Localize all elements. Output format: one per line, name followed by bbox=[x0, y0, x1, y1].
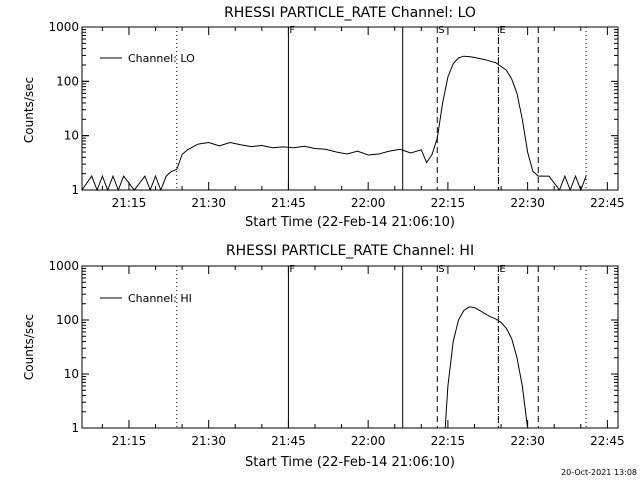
y-tick-label: 100 bbox=[56, 313, 79, 327]
x-axis-label: Start Time (22-Feb-14 21:06:10) bbox=[245, 215, 455, 230]
x-tick-label: 21:45 bbox=[271, 434, 306, 448]
footer-timestamp: 20-Oct-2021 13:08 bbox=[561, 468, 637, 477]
chart-panel-hi: RHESSI PARTICLE_RATE Channel: HI Counts/… bbox=[22, 243, 625, 470]
marker-label: S bbox=[438, 264, 444, 275]
plot-frame bbox=[81, 26, 619, 191]
plot-frame bbox=[81, 265, 619, 429]
y-tick-label: 10 bbox=[64, 367, 79, 381]
x-axis-label: Start Time (22-Feb-14 21:06:10) bbox=[245, 455, 455, 470]
marker-label: E bbox=[499, 25, 505, 36]
x-tick-label: 22:15 bbox=[431, 434, 466, 448]
chart-panel-lo: RHESSI PARTICLE_RATE Channel: LO Counts/… bbox=[22, 5, 625, 230]
x-tick-label: 21:45 bbox=[271, 196, 306, 210]
chart-title: RHESSI PARTICLE_RATE Channel: LO bbox=[224, 5, 476, 21]
marker-label: S bbox=[438, 25, 444, 36]
y-tick-label: 1000 bbox=[48, 20, 79, 34]
legend-label: Channel: LO bbox=[128, 52, 195, 65]
x-tick-label: 22:15 bbox=[431, 196, 466, 210]
y-tick-label: 100 bbox=[56, 74, 79, 88]
x-tick-label: 21:30 bbox=[191, 196, 226, 210]
marker-label: F bbox=[289, 25, 295, 36]
y-tick-label: 10 bbox=[64, 129, 79, 143]
chart-title: RHESSI PARTICLE_RATE Channel: HI bbox=[226, 243, 474, 259]
x-tick-label: 21:30 bbox=[191, 434, 226, 448]
x-tick-label: 22:30 bbox=[510, 434, 545, 448]
x-tick-label: 22:00 bbox=[351, 434, 386, 448]
y-tick-label: 1000 bbox=[48, 259, 79, 273]
legend-label: Channel: HI bbox=[128, 292, 192, 305]
marker-label: E bbox=[499, 264, 505, 275]
x-tick-label: 21:15 bbox=[112, 196, 147, 210]
series-line bbox=[81, 55, 587, 192]
x-tick-label: 21:15 bbox=[112, 434, 147, 448]
y-axis-label: Counts/sec bbox=[22, 314, 36, 380]
y-tick-label: 1 bbox=[71, 183, 79, 197]
y-tick-label: 1 bbox=[71, 421, 79, 435]
y-axis-label: Counts/sec bbox=[22, 77, 36, 143]
x-tick-label: 22:30 bbox=[510, 196, 545, 210]
x-tick-label: 22:45 bbox=[590, 196, 625, 210]
x-tick-label: 22:45 bbox=[590, 434, 625, 448]
x-tick-label: 22:00 bbox=[351, 196, 386, 210]
series-line bbox=[444, 306, 529, 429]
marker-label: F bbox=[289, 264, 295, 275]
